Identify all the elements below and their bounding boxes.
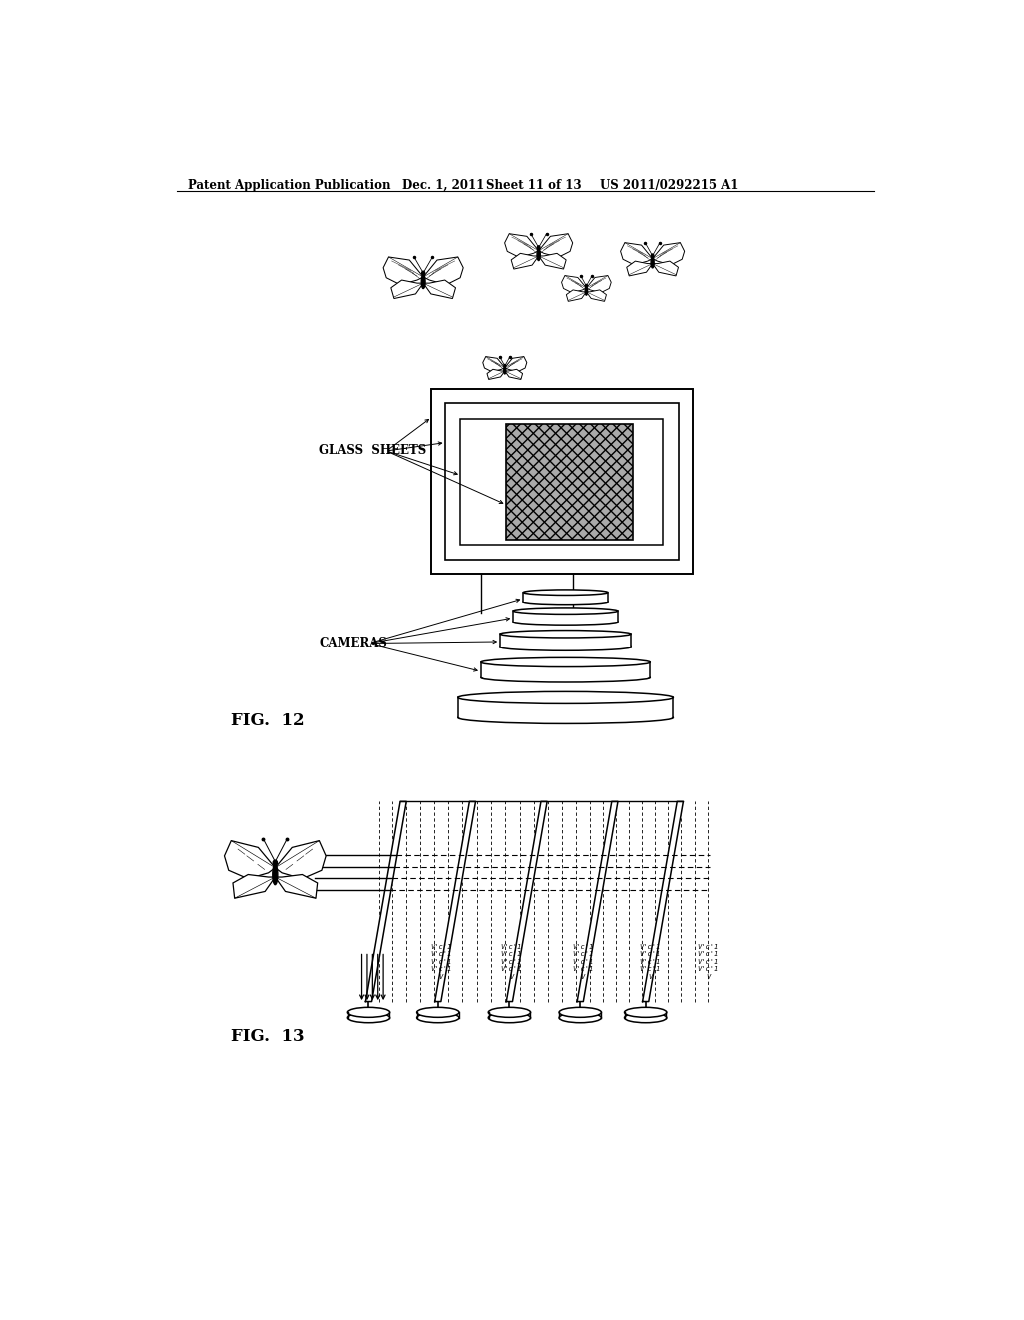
Polygon shape [627, 261, 652, 276]
Ellipse shape [488, 1012, 530, 1023]
Polygon shape [224, 841, 275, 879]
Bar [500, 635, 631, 647]
Polygon shape [652, 243, 685, 265]
Polygon shape [505, 234, 539, 257]
Ellipse shape [421, 275, 425, 289]
Ellipse shape [481, 657, 650, 667]
Text: V'c'1
V'c'1
V'c'1
V'c'1
V: V'c'1 V'c'1 V'c'1 V'c'1 V [572, 944, 593, 979]
Polygon shape [587, 290, 606, 301]
Polygon shape [511, 253, 539, 269]
Polygon shape [621, 243, 652, 265]
Ellipse shape [488, 1007, 530, 1018]
Polygon shape [423, 280, 456, 298]
Polygon shape [366, 801, 407, 1002]
Bar [506, 424, 634, 540]
Text: V'c'1
V'c'1
V'c'1
V'c'1
V: V'c'1 V'c'1 V'c'1 V'c'1 V [640, 944, 660, 979]
Polygon shape [435, 801, 475, 1002]
Polygon shape [566, 290, 587, 301]
Bar [444, 404, 679, 561]
Ellipse shape [513, 609, 617, 614]
Polygon shape [423, 257, 463, 285]
Text: Dec. 1, 2011: Dec. 1, 2011 [401, 180, 484, 193]
Text: CAMERAS: CAMERAS [319, 638, 387, 649]
Polygon shape [539, 253, 566, 269]
Ellipse shape [538, 246, 540, 249]
Bar [506, 424, 634, 540]
Ellipse shape [504, 364, 506, 367]
Text: V'c'1
V'c'1
V'c'1
V'c'1
V: V'c'1 V'c'1 V'c'1 V'c'1 V [501, 944, 521, 979]
Polygon shape [275, 875, 317, 898]
Ellipse shape [585, 286, 588, 296]
Ellipse shape [272, 865, 278, 884]
Ellipse shape [500, 643, 631, 651]
Ellipse shape [651, 257, 654, 268]
Ellipse shape [500, 631, 631, 638]
Polygon shape [505, 356, 526, 372]
Text: V'c'1
V'c'1
V'c'1
V'c'1
V: V'c'1 V'c'1 V'c'1 V'c'1 V [697, 944, 719, 979]
Ellipse shape [347, 1012, 390, 1023]
Ellipse shape [347, 1007, 390, 1018]
Polygon shape [652, 261, 679, 276]
Text: Patent Application Publication: Patent Application Publication [188, 180, 391, 193]
Polygon shape [383, 257, 423, 285]
Text: GLASS  SHEETS: GLASS SHEETS [319, 445, 426, 458]
Text: V'c'1
V'c'1
V'c'1
V'c'1
V: V'c'1 V'c'1 V'c'1 V'c'1 V [430, 944, 452, 979]
Ellipse shape [504, 367, 506, 374]
Text: FIG.  12: FIG. 12 [230, 711, 304, 729]
Text: Sheet 11 of 13: Sheet 11 of 13 [486, 180, 582, 193]
Ellipse shape [458, 692, 674, 704]
Ellipse shape [625, 1007, 667, 1018]
Ellipse shape [417, 1012, 459, 1023]
Bar [431, 389, 692, 574]
Ellipse shape [559, 1007, 601, 1018]
Ellipse shape [417, 1007, 459, 1018]
Text: FIG.  13: FIG. 13 [230, 1028, 304, 1044]
Polygon shape [506, 801, 547, 1002]
Ellipse shape [651, 253, 654, 257]
Bar [523, 593, 608, 602]
Polygon shape [505, 370, 522, 379]
Text: US 2011/0292215 A1: US 2011/0292215 A1 [600, 180, 738, 193]
Polygon shape [643, 801, 683, 1002]
Ellipse shape [481, 673, 650, 682]
Ellipse shape [537, 248, 541, 260]
Ellipse shape [273, 861, 278, 865]
Polygon shape [539, 234, 572, 257]
Polygon shape [561, 276, 587, 293]
Polygon shape [391, 280, 423, 298]
Ellipse shape [523, 599, 608, 605]
Bar [481, 663, 650, 677]
Ellipse shape [586, 284, 588, 286]
Polygon shape [587, 276, 611, 293]
Polygon shape [487, 370, 505, 379]
Polygon shape [482, 356, 505, 372]
Bar [458, 697, 674, 718]
Ellipse shape [625, 1012, 667, 1023]
Polygon shape [578, 801, 617, 1002]
Polygon shape [275, 841, 326, 879]
Bar [513, 611, 617, 622]
Ellipse shape [513, 619, 617, 626]
Polygon shape [233, 875, 275, 898]
Ellipse shape [458, 711, 674, 723]
Ellipse shape [422, 271, 425, 275]
Ellipse shape [523, 590, 608, 595]
Bar [460, 418, 664, 545]
Ellipse shape [559, 1012, 601, 1023]
